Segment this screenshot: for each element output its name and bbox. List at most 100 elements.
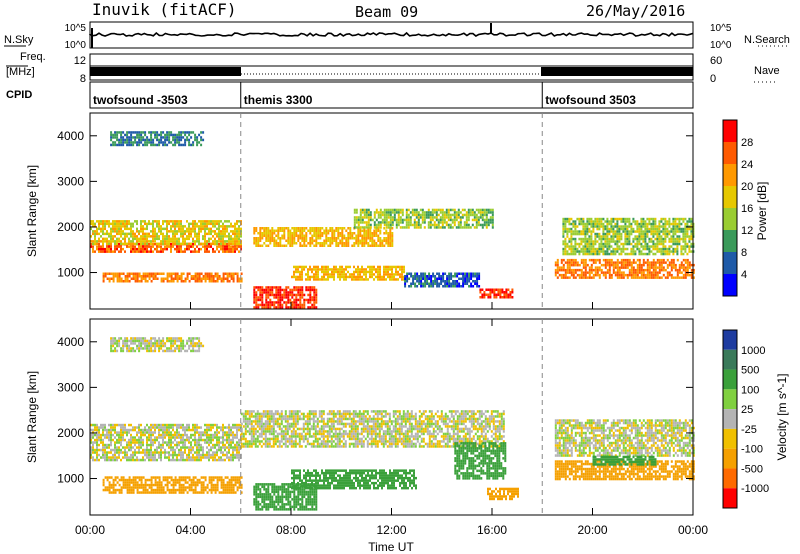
range-gate-cell: [632, 271, 635, 274]
range-gate-cell: [616, 250, 619, 253]
range-gate-cell: [192, 456, 194, 459]
range-gate-cell: [618, 266, 621, 269]
range-gate-cell: [347, 270, 349, 274]
range-gate-cell: [491, 223, 494, 227]
range-gate-cell: [168, 426, 170, 429]
range-gate-cell: [684, 237, 687, 241]
range-gate-cell: [214, 242, 216, 246]
range-gate-cell: [325, 273, 327, 276]
range-gate-cell: [678, 225, 681, 228]
range-gate-cell: [150, 476, 153, 479]
range-gate-cell: [172, 232, 174, 236]
range-gate-cell: [373, 229, 376, 232]
range-gate-cell: [198, 433, 200, 437]
range-gate-cell: [618, 240, 621, 243]
range-gate-cell: [116, 481, 119, 484]
range-gate-cell: [174, 247, 176, 251]
range-gate-cell: [596, 273, 599, 277]
range-gate-cell: [98, 225, 100, 228]
range-gate-cell: [198, 235, 200, 238]
range-gate-cell: [122, 141, 125, 144]
range-gate-cell: [230, 456, 232, 459]
range-gate-cell: [690, 230, 693, 233]
range-gate-cell: [192, 230, 194, 233]
range-gate-cell: [369, 218, 372, 222]
range-gate-cell: [678, 220, 681, 223]
range-gate-cell: [118, 138, 121, 142]
range-gate-cell: [674, 237, 677, 241]
range-gate-cell: [305, 239, 308, 242]
range-gate-cell: [403, 278, 405, 281]
range-gate-cell: [305, 298, 308, 302]
range-gate-cell: [397, 265, 399, 269]
range-gate-cell: [98, 247, 100, 251]
range-gate-cell: [287, 301, 290, 304]
range-gate-cell: [638, 235, 641, 238]
range-gate-cell: [130, 133, 133, 137]
range-gate-cell: [160, 486, 163, 489]
range-gate-cell: [359, 216, 362, 219]
range-gate-cell: [313, 232, 316, 235]
range-gate-cell: [176, 250, 178, 253]
range-gate-cell: [136, 491, 139, 494]
range-gate-cell: [176, 456, 178, 459]
range-gate-cell: [315, 239, 318, 242]
range-gate-cell: [214, 433, 216, 437]
range-gate-cell: [232, 451, 234, 454]
range-gate-cell: [94, 451, 96, 454]
range-gate-cell: [301, 291, 304, 294]
range-gate-cell: [446, 275, 449, 278]
range-gate-cell: [684, 227, 687, 231]
range-gate-cell: [222, 446, 224, 449]
range-gate-cell: [299, 278, 301, 281]
range-gate-cell: [112, 478, 115, 482]
range-gate-cell: [433, 208, 436, 212]
range-gate-cell: [596, 222, 599, 226]
range-gate-cell: [327, 229, 330, 232]
range-gate-cell: [672, 242, 675, 246]
range-gate-cell: [636, 263, 639, 267]
range-gate-cell: [106, 476, 109, 479]
range-gate-cell: [421, 213, 424, 217]
range-gate-cell: [656, 276, 659, 279]
range-gate-cell: [692, 268, 695, 272]
range-gate-cell: [126, 446, 128, 449]
range-gate-cell: [337, 275, 339, 279]
range-gate-cell: [412, 275, 415, 278]
range-gate-cell: [662, 230, 665, 233]
range-gate-cell: [90, 456, 92, 459]
range-gate-cell: [295, 265, 297, 269]
range-gate-cell: [140, 436, 142, 439]
range-gate-cell: [580, 261, 583, 264]
range-gate-cell: [481, 218, 484, 222]
range-gate-cell: [419, 226, 422, 229]
range-gate-cell: [397, 208, 400, 212]
range-gate-cell: [234, 225, 236, 228]
range-gate-cell: [236, 220, 238, 223]
range-gate-cell: [279, 229, 282, 232]
range-gate-cell: [158, 220, 160, 223]
range-gate-cell: [385, 237, 388, 240]
range-gate-cell: [134, 136, 137, 139]
range-gate-cell: [676, 271, 679, 274]
range-gate-cell: [608, 271, 611, 274]
range-gate-cell: [196, 232, 198, 236]
range-gate-cell: [456, 282, 459, 285]
range-gate-cell: [670, 261, 673, 264]
range-gate-cell: [642, 245, 645, 248]
range-gate-cell: [94, 426, 96, 429]
range-gate-cell: [680, 247, 683, 251]
range-gate-cell: [353, 208, 356, 212]
range-gate-cell: [357, 278, 359, 281]
range-gate-cell: [393, 213, 396, 217]
range-gate-cell: [600, 263, 603, 267]
range-gate-cell: [226, 451, 228, 454]
range-gate-cell: [257, 296, 260, 299]
range-gate-cell: [309, 268, 311, 271]
range-gate-cell: [212, 242, 214, 246]
range-gate-cell: [269, 229, 272, 232]
range-gate-cell: [412, 277, 415, 280]
range-gate-cell: [337, 268, 339, 271]
range-gate-cell: [154, 240, 156, 243]
range-gate-cell: [432, 282, 435, 285]
